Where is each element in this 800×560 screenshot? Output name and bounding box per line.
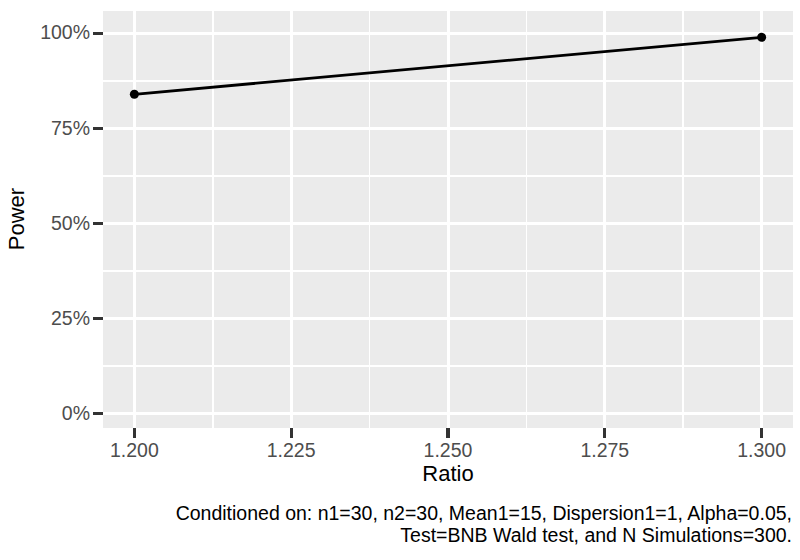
y-tick-mark: [93, 127, 103, 130]
y-tick-label: 25%: [51, 309, 90, 329]
x-axis-title: Ratio: [422, 463, 473, 485]
caption-line-2: Test=BNB Wald test, and N Simulations=30…: [176, 524, 792, 547]
y-tick-label: 100%: [40, 24, 90, 44]
y-tick-mark: [93, 32, 103, 35]
plot-caption: Conditioned on: n1=30, n2=30, Mean1=15, …: [176, 502, 792, 547]
y-tick-mark: [93, 222, 103, 225]
x-tick-label: 1.275: [580, 441, 629, 461]
x-tick-label: 1.250: [424, 441, 473, 461]
data-point: [130, 90, 139, 99]
y-tick-label: 0%: [62, 404, 90, 424]
y-tick-mark: [93, 412, 103, 415]
data-point: [757, 33, 766, 42]
y-tick-label: 75%: [51, 119, 90, 139]
power-line: [134, 37, 761, 94]
y-tick-mark: [93, 317, 103, 320]
x-tick-mark: [290, 428, 293, 438]
x-tick-mark: [133, 428, 136, 438]
power-plot: { "chart_data": { "type": "line", "x": […: [0, 0, 800, 560]
x-tick-label: 1.225: [267, 441, 316, 461]
x-tick-mark: [603, 428, 606, 438]
x-tick-label: 1.200: [110, 441, 159, 461]
x-tick-mark: [760, 428, 763, 438]
power-line-layer: [0, 0, 800, 560]
x-tick-mark: [446, 428, 449, 438]
y-tick-label: 50%: [51, 214, 90, 234]
caption-line-1: Conditioned on: n1=30, n2=30, Mean1=15, …: [176, 502, 792, 525]
y-axis-title: Power: [6, 188, 28, 250]
x-tick-label: 1.300: [737, 441, 786, 461]
